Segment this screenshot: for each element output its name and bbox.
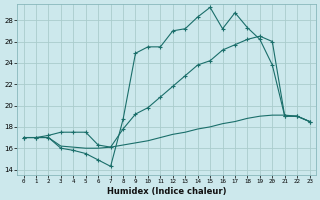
X-axis label: Humidex (Indice chaleur): Humidex (Indice chaleur) <box>107 187 226 196</box>
